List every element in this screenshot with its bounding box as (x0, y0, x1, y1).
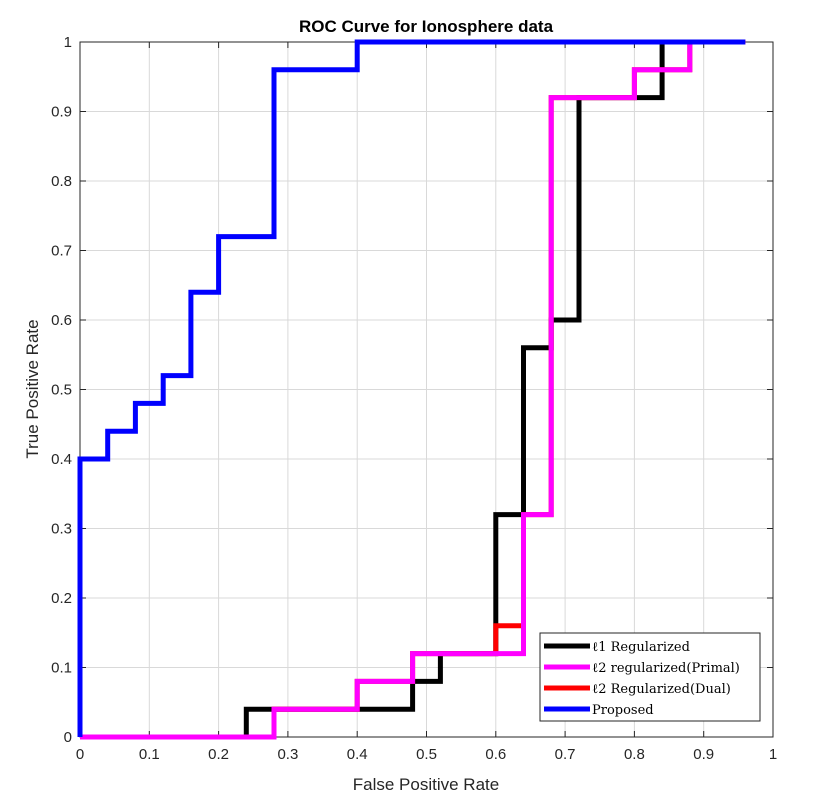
x-tick-label: 0.5 (416, 746, 437, 763)
y-tick-label: 0.1 (51, 660, 72, 677)
series-line-3 (77, 39, 746, 737)
x-tick-label: 0.4 (347, 746, 368, 763)
x-tick-label: 0.8 (624, 746, 645, 763)
legend-label-0: ℓ1 Regularized (592, 640, 690, 655)
legend: ℓ1 Regularized ℓ2 regularized(Primal) ℓ2 R… (539, 632, 761, 722)
chart-title: ROC Curve for Ionosphere data (299, 17, 554, 36)
legend-label-3: Proposed (592, 703, 654, 718)
x-tick-label: 1 (769, 746, 777, 763)
x-tick-label: 0.7 (555, 746, 576, 763)
series-layer (77, 39, 746, 740)
y-tick-label: 0.9 (51, 104, 72, 121)
x-axis-label: False Positive Rate (353, 775, 499, 794)
legend-label-1: ℓ2 regularized(Primal) (592, 661, 740, 676)
y-tick-label: 0.3 (51, 521, 72, 538)
y-tick-label: 0.4 (51, 451, 72, 468)
series-line-1 (80, 39, 746, 740)
x-tick-label: 0 (76, 746, 84, 763)
x-tick-label: 0.1 (139, 746, 160, 763)
y-tick-label: 1 (64, 34, 72, 51)
y-tick-label: 0.5 (51, 382, 72, 399)
axis-ticks: 0 0.1 0.2 0.3 0.4 0.5 0.6 0.7 0.8 0.9 1 0 0.1 0.2 0.3 0… (51, 34, 777, 763)
x-tick-label: 0.2 (208, 746, 229, 763)
y-tick-label: 0.7 (51, 243, 72, 260)
y-axis-label: True Positive Rate (23, 319, 42, 458)
y-tick-label: 0.6 (51, 312, 72, 329)
y-tick-label: 0 (64, 729, 72, 746)
x-tick-label: 0.6 (485, 746, 506, 763)
x-tick-label: 0.3 (277, 746, 298, 763)
legend-label-2: ℓ2 Regularized(Dual) (592, 682, 731, 697)
x-tick-label: 0.9 (693, 746, 714, 763)
y-tick-label: 0.2 (51, 590, 72, 607)
y-tick-label: 0.8 (51, 173, 72, 190)
